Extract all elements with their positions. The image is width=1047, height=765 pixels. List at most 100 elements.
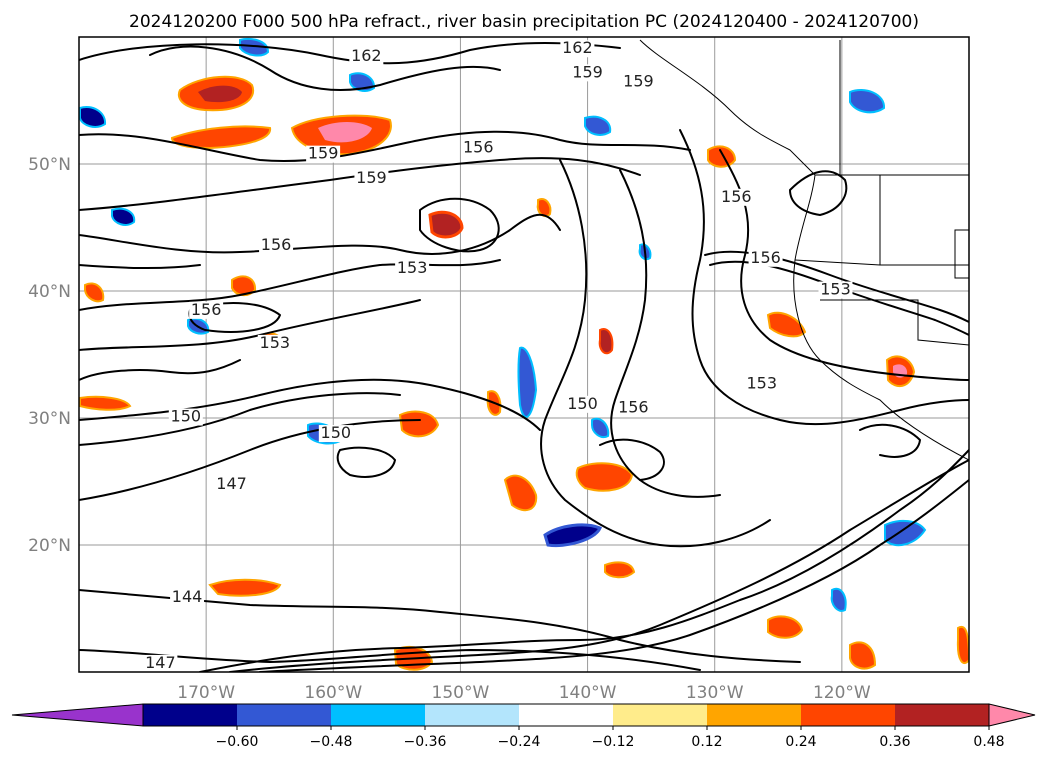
- contour-line: [719, 149, 969, 381]
- contour-line: [599, 438, 665, 481]
- contour-line: [259, 479, 969, 672]
- lon-tick-label: 140°W: [559, 683, 617, 703]
- colorbar-tick-label: 0.36: [879, 734, 910, 750]
- precip-patch: [231, 275, 257, 296]
- lon-tick-label: 160°W: [304, 683, 362, 703]
- contour-line: [419, 197, 500, 253]
- contour-line: [79, 419, 421, 501]
- contour-label-bg: [570, 64, 605, 82]
- contour-label: 159: [572, 62, 603, 81]
- contour-line: [336, 446, 396, 478]
- lon-tick-label: 120°W: [813, 683, 871, 703]
- precip-patch: [849, 641, 877, 670]
- contour-label-bg: [214, 475, 249, 493]
- contour-label-bg: [306, 145, 341, 163]
- contour-line: [79, 213, 561, 255]
- colorbar-tick-label: −0.60: [216, 734, 259, 750]
- contour-label: 159: [356, 168, 387, 187]
- precip-patch: [517, 346, 538, 418]
- colorbar-tick-label: 0.24: [785, 734, 816, 750]
- colorbar-segment: [425, 704, 520, 726]
- precip-patch: [598, 328, 614, 355]
- contour-label: 156: [191, 300, 222, 319]
- lon-tick-label: 130°W: [686, 683, 744, 703]
- precip-patch: [111, 207, 136, 226]
- contour-label-bg: [318, 425, 353, 443]
- contour-label: 144: [172, 587, 203, 606]
- contour-label-bg: [621, 73, 656, 91]
- state-border: [820, 299, 969, 346]
- contour-label-bg: [748, 249, 783, 267]
- map-frame: [78, 36, 970, 673]
- lat-tick-label: 20°N: [28, 536, 71, 556]
- colorbar-segment: [237, 704, 332, 726]
- colorbar-tick-label: −0.48: [310, 734, 353, 750]
- precip-patch: [79, 395, 132, 411]
- contour-label-bg: [744, 375, 779, 393]
- precip-patch: [79, 106, 107, 128]
- precip-patch: [208, 578, 282, 597]
- contour-label: 153: [820, 280, 851, 299]
- contour-label-bg: [818, 281, 853, 299]
- precip-positive-patches: [79, 75, 969, 671]
- precip-patch: [849, 89, 886, 114]
- contour-label: 156: [261, 235, 292, 254]
- contour-line: [79, 157, 641, 211]
- contour-label: 147: [145, 653, 176, 672]
- contour-label: 162: [562, 38, 593, 57]
- contour-label: 153: [397, 258, 428, 277]
- contour-line: [79, 130, 691, 162]
- contour-line: [79, 359, 241, 381]
- contour-line: [679, 129, 969, 426]
- colorbar-outline: [142, 703, 990, 727]
- contour-label: 150: [171, 407, 202, 426]
- precip-patch: [428, 210, 464, 239]
- contour-label: 153: [260, 333, 291, 352]
- precip-patch: [239, 37, 270, 57]
- colorbar-tick-label: 0.48: [973, 734, 1004, 750]
- contour-label-bg: [461, 139, 496, 157]
- contour-label-bg: [560, 40, 595, 58]
- contour-line: [859, 423, 921, 458]
- coastlines: [639, 39, 969, 461]
- contour-label-bg: [257, 334, 292, 352]
- contour-label-bg: [616, 399, 651, 417]
- map-title: 2024120200 F000 500 hPa refract., river …: [129, 12, 919, 32]
- precip-negative-patches: [79, 37, 927, 612]
- precip-patch: [398, 410, 440, 438]
- contour-label-bg: [189, 301, 224, 319]
- map-content: 162 162 159 159 159 159 156 156 156 156 156 153 153 1…: [79, 37, 969, 672]
- contour-line: [789, 170, 848, 216]
- precip-patch: [584, 115, 612, 136]
- contour-label-bg: [354, 169, 389, 187]
- state-border: [794, 259, 881, 266]
- contour-line: [79, 259, 501, 311]
- contour-line: [610, 169, 721, 498]
- colorbar-segment: [143, 704, 238, 726]
- colorbar-segment: [613, 704, 708, 726]
- contour-label: 150: [567, 394, 598, 413]
- precip-patch: [707, 145, 737, 168]
- precip-patch: [318, 122, 372, 143]
- contour-label-bg: [719, 188, 754, 206]
- colorbar-segment: [331, 704, 426, 726]
- precip-patch: [956, 625, 969, 665]
- precip-patch: [830, 587, 847, 612]
- colorbar-segment: [519, 704, 614, 726]
- precip-patch: [349, 72, 375, 92]
- contour-line: [188, 302, 281, 333]
- precip-patch: [536, 198, 552, 218]
- contour-label-bg: [168, 408, 203, 426]
- contour-line: [79, 392, 401, 446]
- colorbar-segment: [895, 704, 990, 726]
- precip-patch: [767, 615, 804, 639]
- contour-label-bg: [395, 259, 430, 277]
- coastline: [639, 39, 969, 176]
- contour-label-bg: [143, 654, 178, 672]
- precip-patch: [170, 125, 272, 150]
- precip-patch: [604, 561, 636, 579]
- precip-patch: [575, 462, 634, 492]
- longitude-labels: 170°W 160°W 150°W 140°W 130°W 120°W: [177, 683, 871, 703]
- contour-label: 150: [321, 423, 352, 442]
